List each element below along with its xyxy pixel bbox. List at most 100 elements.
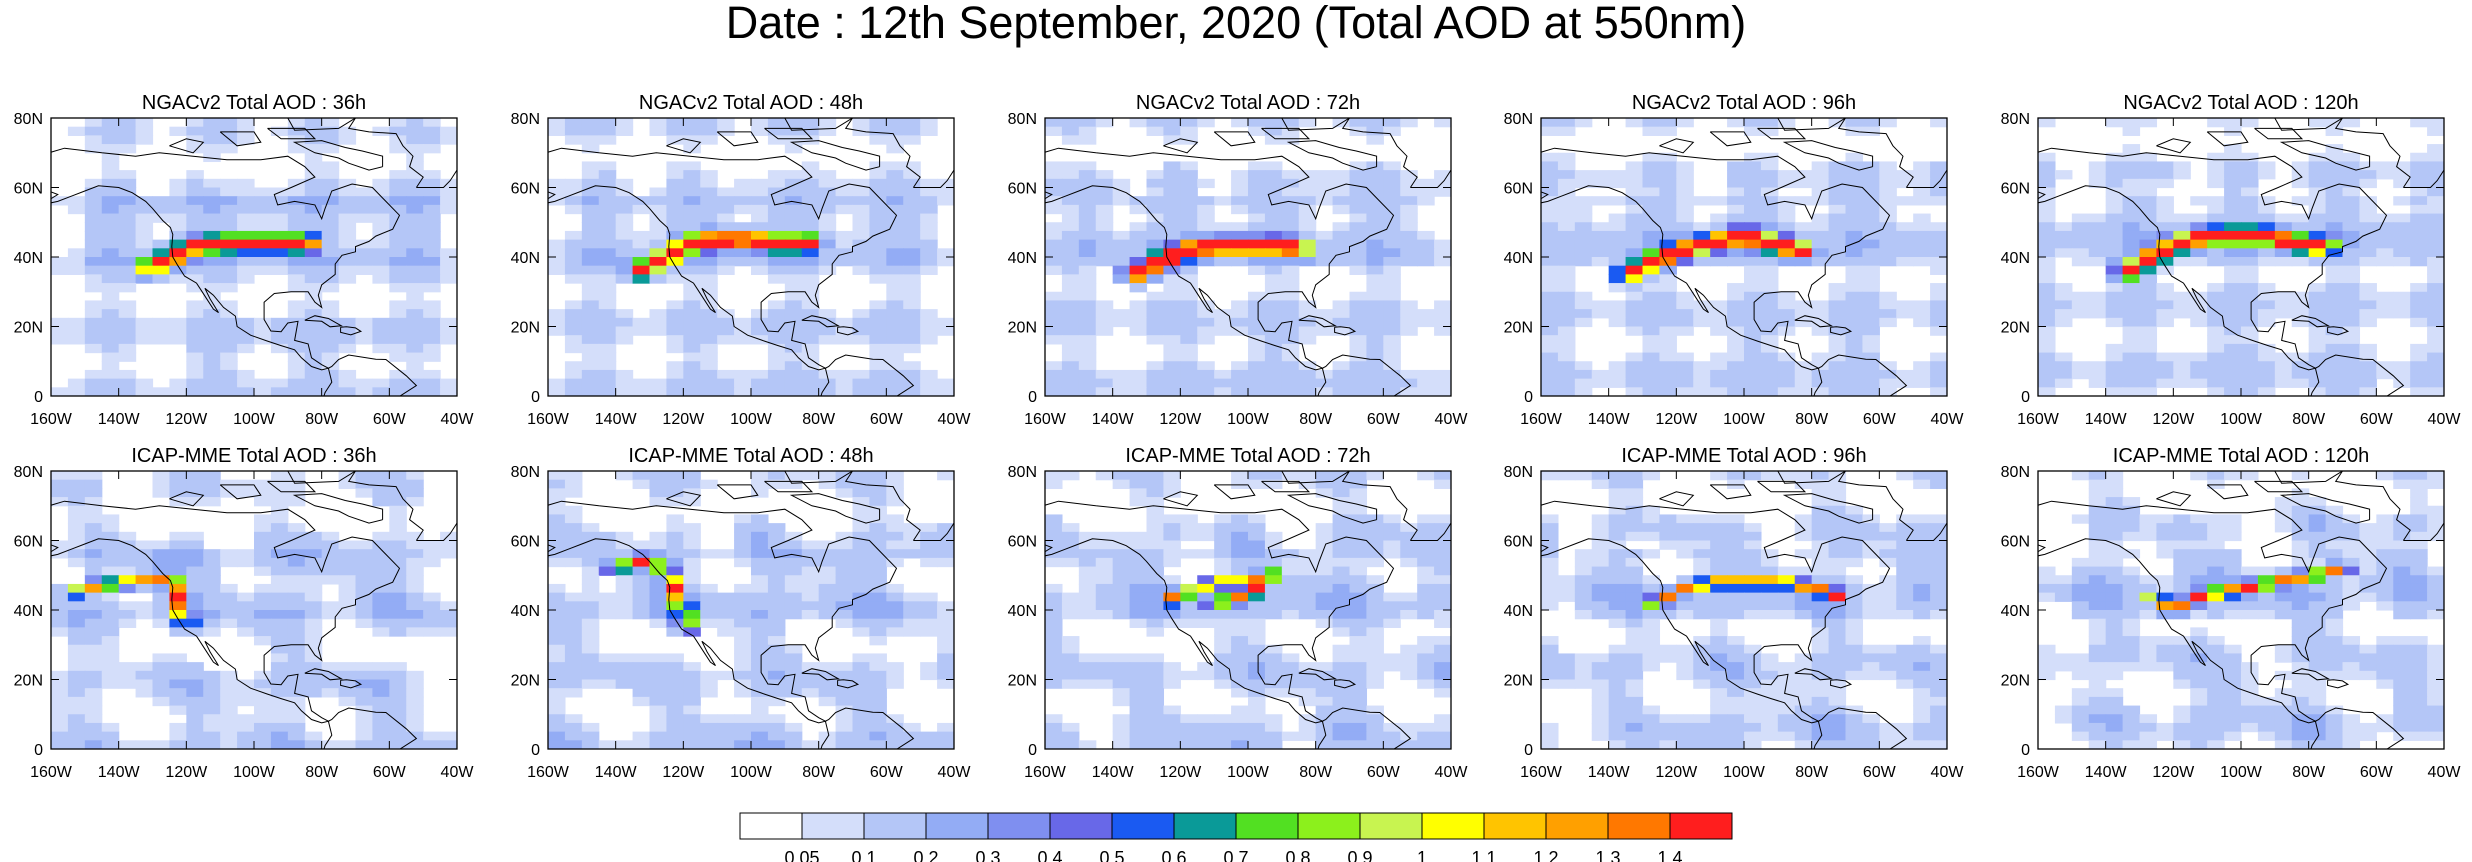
colorbar-label: 1	[1417, 848, 1427, 862]
panel-title: ICAP-MME Total AOD : 72h	[1125, 445, 1370, 467]
x-tick-label: 120W	[2152, 764, 2195, 781]
x-tick-label: 60W	[870, 411, 904, 428]
panel-title: ICAP-MME Total AOD : 48h	[628, 445, 873, 467]
map-panel-ngacv2-96h: 160W 140W 120W 100W 80W 60W 40W 0 20N 40N 60N 80N NG…	[1504, 92, 1965, 428]
aod-field	[1045, 118, 1451, 396]
main-title: Date : 12th September, 2020 (Total AOD a…	[725, 0, 1747, 48]
y-tick-label: 60N	[511, 181, 540, 198]
colorbar-box	[925, 812, 989, 840]
y-tick-label: 40N	[1008, 250, 1037, 267]
x-tick-label: 80W	[1795, 764, 1829, 781]
map-panel-icap-mme-96h: 160W 140W 120W 100W 80W 60W 40W 0 20N 40N 60N 80N IC…	[1504, 445, 1965, 781]
y-tick-label: 0	[34, 389, 43, 406]
x-tick-label: 120W	[1159, 411, 1202, 428]
y-tick-label: 40N	[14, 603, 43, 620]
x-tick-label: 40W	[938, 411, 972, 428]
y-tick-label: 40N	[2001, 603, 2030, 620]
x-tick-label: 120W	[1655, 411, 1698, 428]
map-panel-icap-mme-72h: 160W 140W 120W 100W 80W 60W 40W 0 20N 40N 60N 80N IC…	[1008, 445, 1469, 781]
y-tick-label: 20N	[1008, 673, 1037, 690]
y-tick-label: 0	[34, 742, 43, 759]
x-tick-label: 60W	[1863, 411, 1897, 428]
x-tick-label: 60W	[373, 411, 407, 428]
coastline	[1045, 471, 1451, 749]
y-tick-label: 20N	[2001, 320, 2030, 337]
x-tick-label: 160W	[30, 411, 73, 428]
y-tick-label: 80N	[14, 111, 43, 128]
y-tick-label: 20N	[14, 673, 43, 690]
colorbar-label: 0.6	[1161, 848, 1186, 862]
x-tick-label: 40W	[1435, 411, 1469, 428]
y-tick-label: 40N	[1008, 603, 1037, 620]
coastline	[1541, 118, 1947, 396]
colorbar-label: 1.1	[1471, 848, 1496, 862]
x-tick-label: 100W	[730, 411, 773, 428]
x-tick-label: 160W	[2017, 764, 2060, 781]
x-tick-label: 80W	[2292, 411, 2326, 428]
x-tick-label: 140W	[1092, 411, 1135, 428]
coastline	[548, 471, 954, 749]
colorbar-box	[987, 812, 1051, 840]
aod-field	[1045, 471, 1451, 749]
colorbar-box	[1049, 812, 1113, 840]
coastline	[548, 118, 954, 396]
map-panel-icap-mme-48h: 160W 140W 120W 100W 80W 60W 40W 0 20N 40N 60N 80N IC…	[511, 445, 972, 781]
x-tick-label: 100W	[233, 764, 276, 781]
x-tick-label: 120W	[165, 764, 208, 781]
y-tick-label: 40N	[511, 603, 540, 620]
y-tick-label: 80N	[2001, 464, 2030, 481]
colorbar-box	[1173, 812, 1237, 840]
colorbar-box	[1359, 812, 1423, 840]
y-tick-label: 0	[2021, 742, 2030, 759]
map-panel-ngacv2-120h: 160W 140W 120W 100W 80W 60W 40W 0 20N 40N 60N 80N NG…	[2001, 92, 2462, 428]
colorbar-label: 0.3	[975, 848, 1000, 862]
aod-field	[548, 471, 954, 749]
y-tick-label: 0	[2021, 389, 2030, 406]
panel-title: NGACv2 Total AOD : 72h	[1136, 92, 1360, 114]
coastline	[2038, 118, 2444, 396]
panel-title: NGACv2 Total AOD : 48h	[639, 92, 863, 114]
map-panel-icap-mme-36h: 160W 140W 120W 100W 80W 60W 40W 0 20N 40N 60N 80N IC…	[14, 445, 475, 781]
colorbar-label: 0.05	[784, 848, 819, 862]
aod-field	[2038, 118, 2444, 396]
x-tick-label: 160W	[1024, 764, 1067, 781]
x-tick-label: 80W	[2292, 764, 2326, 781]
colorbar-box	[1421, 812, 1485, 840]
colorbar-box	[1545, 812, 1609, 840]
x-tick-label: 140W	[1092, 764, 1135, 781]
x-tick-label: 160W	[1024, 411, 1067, 428]
x-tick-label: 60W	[1367, 764, 1401, 781]
x-tick-label: 40W	[441, 764, 475, 781]
x-tick-label: 160W	[30, 764, 73, 781]
x-tick-label: 40W	[2428, 764, 2462, 781]
colorbar-label: 0.5	[1099, 848, 1124, 862]
x-tick-label: 160W	[527, 764, 570, 781]
y-tick-label: 60N	[1008, 181, 1037, 198]
y-tick-label: 20N	[1008, 320, 1037, 337]
x-tick-label: 40W	[441, 411, 475, 428]
x-tick-label: 120W	[1159, 764, 1202, 781]
aod-field	[51, 471, 457, 749]
y-tick-label: 80N	[2001, 111, 2030, 128]
map-panel-ngacv2-48h: 160W 140W 120W 100W 80W 60W 40W 0 20N 40N 60N 80N NG…	[511, 92, 972, 428]
coastline	[51, 118, 457, 396]
aod-field	[51, 118, 457, 396]
y-tick-label: 20N	[511, 673, 540, 690]
x-tick-label: 100W	[2220, 411, 2263, 428]
aod-field	[548, 118, 954, 396]
y-tick-label: 0	[1524, 389, 1533, 406]
x-tick-label: 100W	[233, 411, 276, 428]
y-tick-label: 80N	[1504, 111, 1533, 128]
y-tick-label: 60N	[1504, 534, 1533, 551]
colorbar-label: 0.1	[851, 848, 876, 862]
x-tick-label: 140W	[595, 411, 638, 428]
x-tick-label: 120W	[662, 411, 705, 428]
x-tick-label: 60W	[870, 764, 904, 781]
x-tick-label: 40W	[1931, 764, 1965, 781]
x-tick-label: 40W	[938, 764, 972, 781]
panel-title: NGACv2 Total AOD : 36h	[142, 92, 366, 114]
colorbar-label: 1.3	[1595, 848, 1620, 862]
x-tick-label: 100W	[2220, 764, 2263, 781]
x-tick-label: 120W	[662, 764, 705, 781]
y-tick-label: 0	[1028, 742, 1037, 759]
